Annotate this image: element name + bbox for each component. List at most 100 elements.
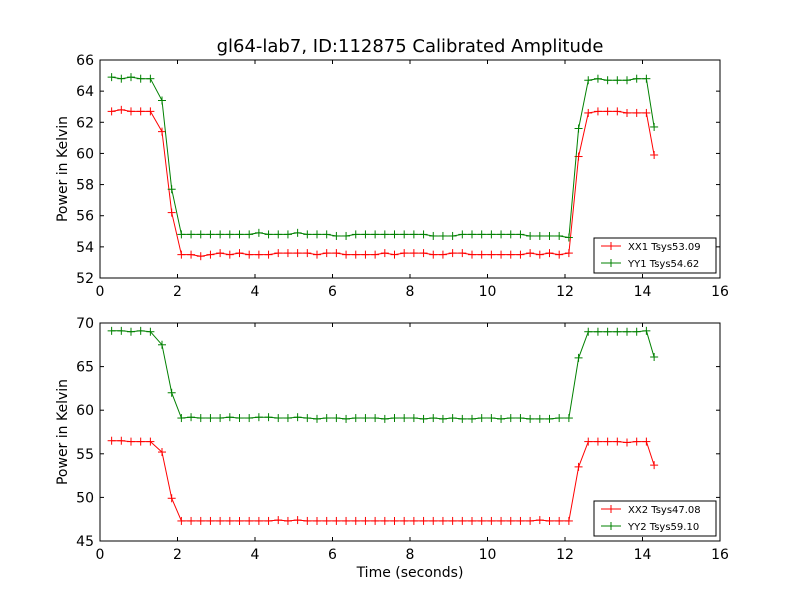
top-series-0-point bbox=[458, 249, 467, 258]
top-series-1-point bbox=[545, 231, 554, 240]
top-series-0-point bbox=[254, 250, 263, 259]
top-series-0-point bbox=[487, 250, 496, 259]
bottom-series-0-point bbox=[313, 516, 321, 525]
top-series-1-point bbox=[332, 231, 341, 240]
bottom-series-0-point bbox=[516, 516, 525, 525]
bottom-series-0-point bbox=[545, 516, 554, 525]
top-xtick-label: 10 bbox=[479, 284, 497, 300]
bottom-series-1-point bbox=[146, 327, 155, 336]
top-series-0-point bbox=[136, 107, 145, 116]
bottom-series-0-point bbox=[206, 516, 215, 525]
bottom-xtick-label: 2 bbox=[173, 547, 182, 563]
bottom-series-0-point bbox=[361, 516, 370, 525]
bottom-series-1-point bbox=[632, 327, 641, 336]
bottom-series-1-point bbox=[564, 414, 573, 423]
bottom-series-0-point bbox=[117, 436, 126, 445]
bottom-series-1-point bbox=[136, 326, 145, 335]
bottom-series-1-point bbox=[468, 414, 476, 423]
bottom-series-1-point bbox=[574, 353, 583, 362]
bottom-series-0-point bbox=[526, 516, 535, 525]
bottom-series-0-point bbox=[146, 437, 155, 446]
top-series-0-point bbox=[313, 250, 321, 259]
bottom-series-0-point bbox=[216, 516, 225, 525]
bottom-ytick-label: 70 bbox=[76, 316, 94, 332]
top-ytick-label: 60 bbox=[76, 146, 94, 162]
bottom-panel: 0 2 4 6 8 10 12 14 16 45 50 55 60 65 70 Power in Kelvi… bbox=[55, 316, 729, 581]
top-series-0-point bbox=[107, 107, 116, 116]
bottom-series-1-point bbox=[584, 327, 593, 336]
top-series-1-point bbox=[361, 230, 370, 239]
bottom-series-1-point bbox=[477, 414, 486, 423]
bottom-xtick-label: 8 bbox=[406, 547, 415, 563]
top-series-1-point bbox=[632, 74, 641, 83]
bottom-xtick-label: 4 bbox=[251, 547, 260, 563]
top-ytick-label: 52 bbox=[76, 271, 94, 287]
top-series-0-point bbox=[400, 249, 409, 258]
bottom-series-1-point bbox=[235, 414, 244, 423]
bottom-series-0-point bbox=[535, 516, 544, 525]
bottom-series-1-point bbox=[245, 414, 254, 423]
bottom-series-1-point bbox=[458, 414, 467, 423]
bottom-series-0-point bbox=[107, 436, 116, 445]
top-series-1-point bbox=[146, 74, 155, 83]
bottom-series-0-point bbox=[448, 516, 457, 525]
top-series-0-point bbox=[264, 250, 273, 259]
top-series-0-point bbox=[448, 249, 457, 258]
bottom-series-0-point bbox=[351, 516, 360, 525]
bottom-ytick-label: 65 bbox=[76, 360, 94, 376]
top-series-1-point bbox=[322, 230, 331, 239]
bottom-series-0-point bbox=[642, 437, 651, 446]
bottom-series-1-point bbox=[127, 327, 135, 336]
bottom-series-1-point bbox=[409, 414, 418, 423]
bottom-series-1-point bbox=[400, 414, 409, 423]
bottom-series-0-point bbox=[390, 516, 399, 525]
top-series-1-point bbox=[196, 230, 205, 239]
bottom-xtick-label: 12 bbox=[556, 547, 574, 563]
bottom-series-1-point bbox=[516, 414, 525, 423]
bottom-series-0-point bbox=[650, 461, 659, 470]
bottom-series-0-point bbox=[506, 516, 515, 525]
top-series-0-point bbox=[117, 105, 126, 114]
bottom-series-0-point bbox=[274, 516, 283, 525]
bottom-series-1-point bbox=[361, 414, 370, 423]
top-ytick-label: 56 bbox=[76, 209, 94, 225]
bottom-series-0-point bbox=[555, 516, 564, 525]
bottom-series-0-point bbox=[574, 462, 583, 471]
top-series-1-point bbox=[497, 230, 506, 239]
bottom-series-1-point bbox=[313, 414, 321, 423]
bottom-series-0-point bbox=[283, 516, 292, 525]
top-legend-label-yy1: YY1 Tsys54.62 bbox=[627, 259, 699, 270]
top-series-0-point bbox=[506, 250, 515, 259]
top-series-1-point bbox=[351, 230, 360, 239]
bottom-xlabel: Time (seconds) bbox=[356, 565, 464, 581]
top-series-1-point bbox=[245, 230, 254, 239]
bottom-series-0-point bbox=[632, 437, 641, 446]
bottom-series-1-point bbox=[283, 414, 292, 423]
top-ytick-label: 54 bbox=[76, 240, 94, 256]
top-legend: XX1 Tsys53.09 YY1 Tsys54.62 bbox=[593, 237, 717, 274]
bottom-series-0-point bbox=[254, 516, 263, 525]
top-ytick-label: 66 bbox=[76, 53, 94, 69]
top-series-0-point bbox=[225, 250, 234, 259]
top-xtick-label: 6 bbox=[328, 284, 337, 300]
bottom-series-1-point bbox=[303, 414, 312, 423]
top-series-0-point bbox=[409, 249, 418, 258]
top-xtick-label: 8 bbox=[406, 284, 415, 300]
bottom-series-0-point bbox=[177, 516, 186, 525]
bottom-series-0-point bbox=[332, 516, 341, 525]
top-series-0-point bbox=[650, 150, 659, 159]
top-series-0-point bbox=[564, 249, 573, 258]
bottom-xtick-label: 10 bbox=[479, 547, 497, 563]
top-series-0-point bbox=[206, 250, 215, 259]
top-series-1-point bbox=[342, 231, 351, 240]
bottom-series-0-point bbox=[438, 516, 447, 525]
bottom-series-1-point bbox=[206, 414, 215, 423]
bottom-series-0-point bbox=[196, 516, 205, 525]
top-series-1-point bbox=[574, 124, 583, 133]
top-series-1-point bbox=[216, 230, 225, 239]
top-series-0-point bbox=[158, 127, 166, 136]
top-series-1-point bbox=[235, 230, 244, 239]
bottom-ytick-label: 55 bbox=[76, 447, 94, 463]
